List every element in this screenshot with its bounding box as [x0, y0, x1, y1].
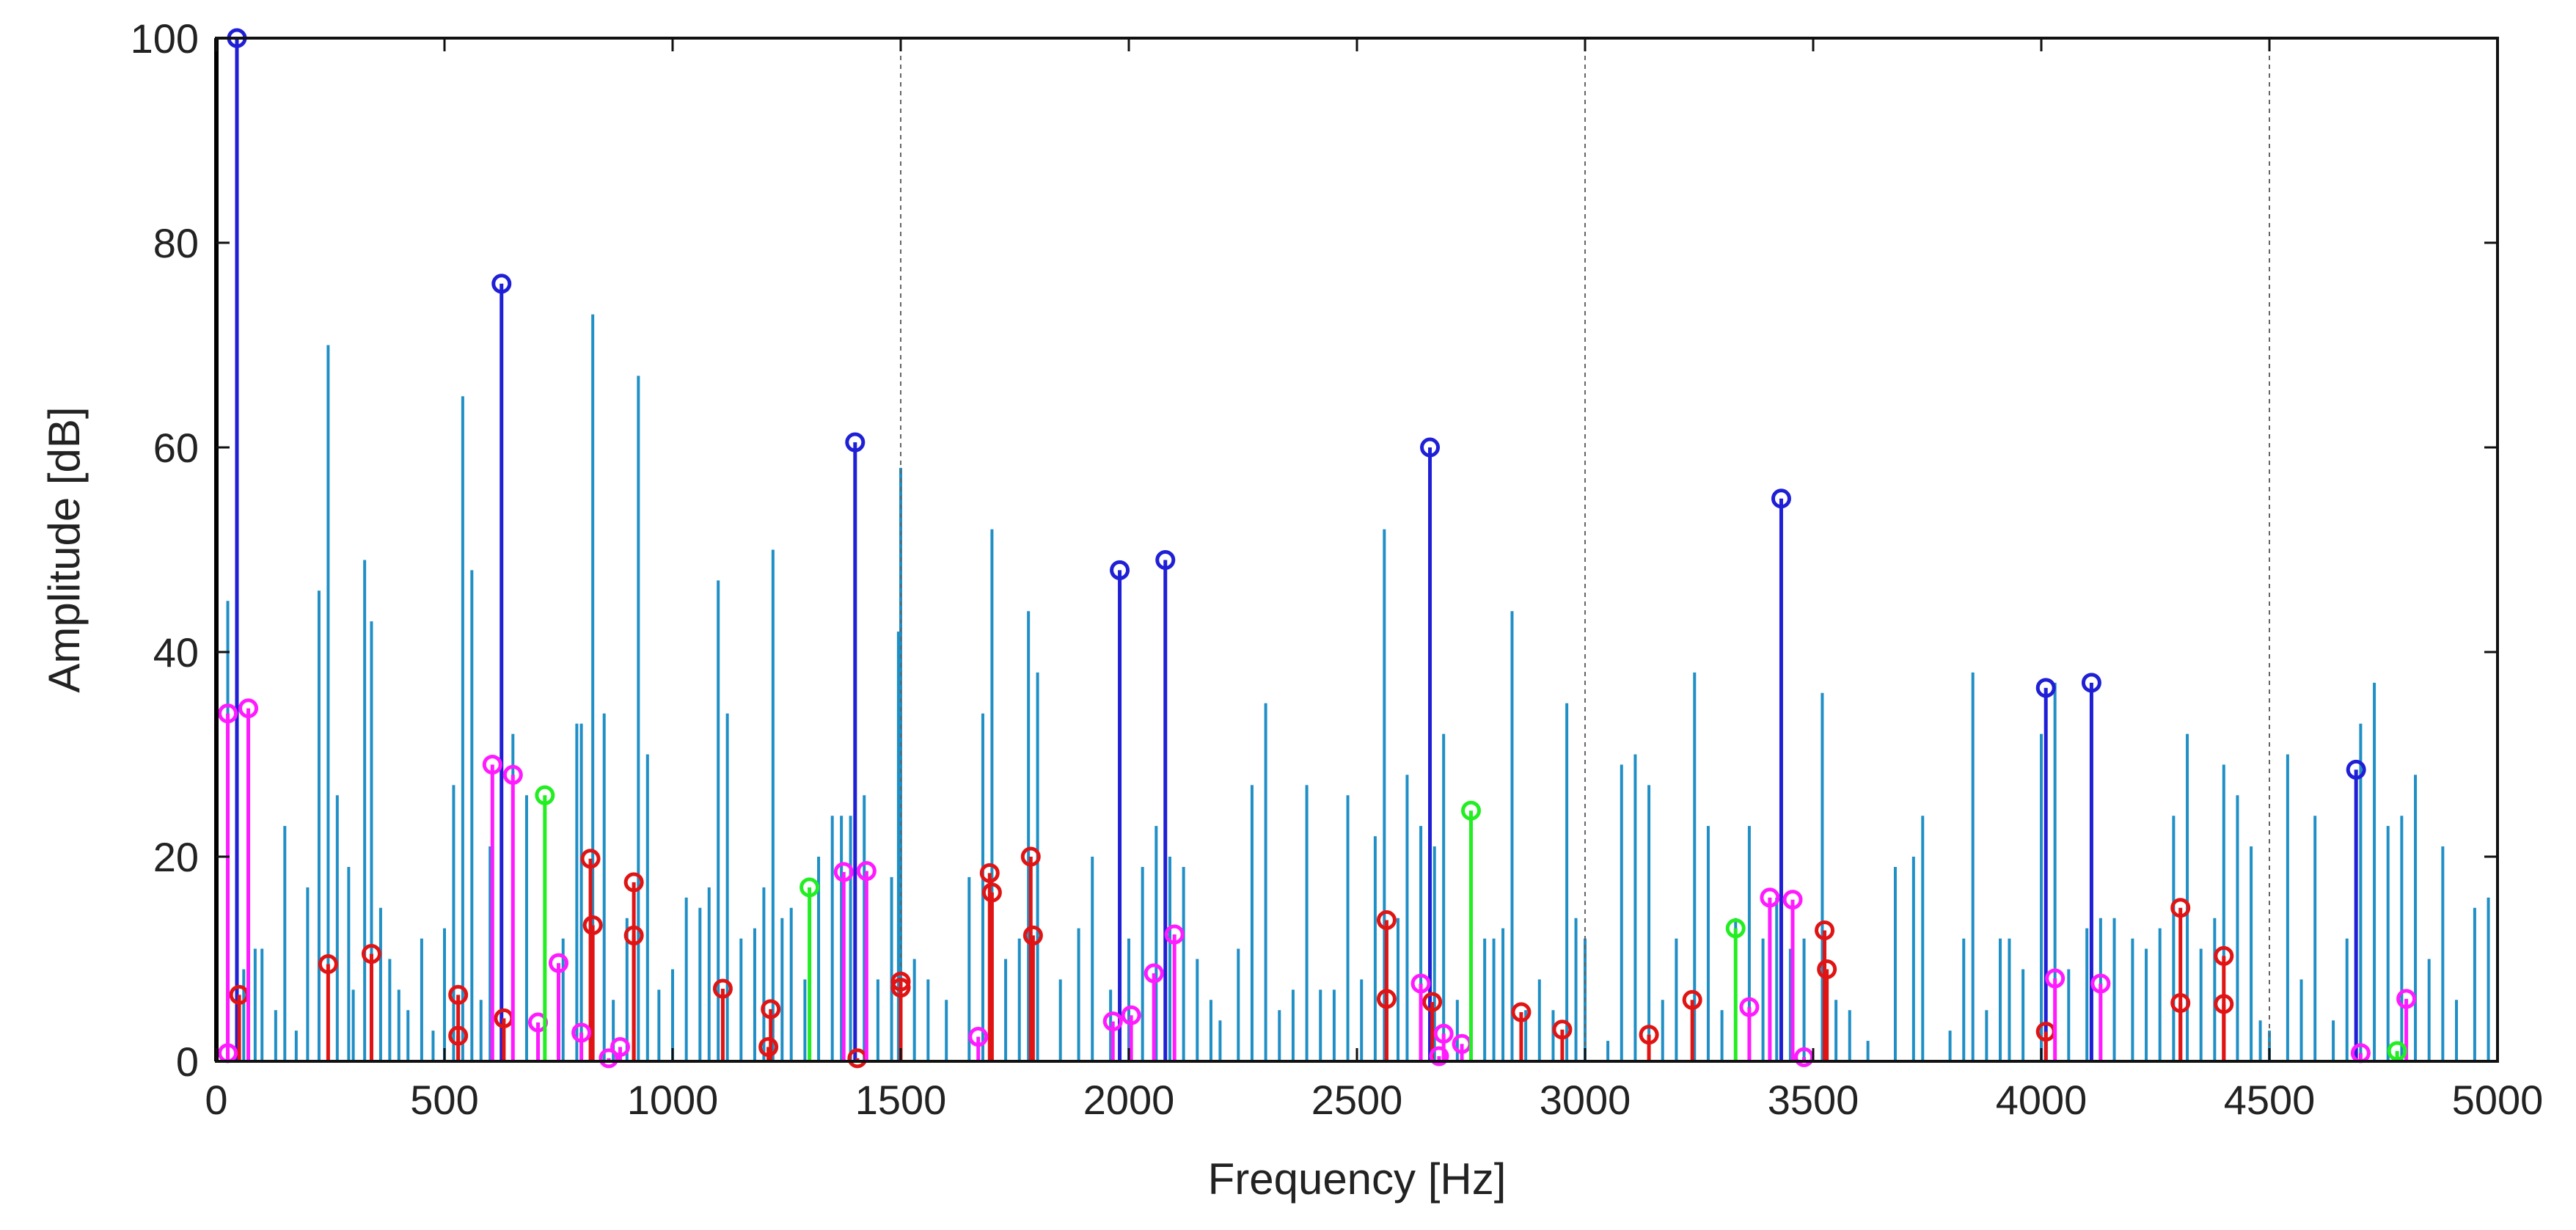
marker-magenta-3: [482, 754, 502, 775]
marker-magenta-11: [856, 861, 877, 882]
marker-magenta-9: [610, 1036, 630, 1057]
tick-labels: 0 500 1000 1500 2000 2500 3000 3500 4000 4500 5000…: [131, 15, 2544, 1123]
marker-green-3: [1725, 918, 1746, 939]
marker-magenta-1: [238, 698, 259, 719]
marker-red-24: [1552, 1019, 1573, 1040]
y-tick-label-1: 20: [153, 834, 199, 880]
marker-magenta-19: [1433, 1023, 1454, 1044]
marker-red-1: [318, 953, 338, 974]
marker-red-4: [448, 1025, 469, 1046]
marker-red-12: [758, 1036, 779, 1057]
marker-red-8: [623, 872, 644, 893]
marker-red-28: [1817, 959, 1837, 979]
marker-magenta-26: [2090, 973, 2111, 994]
marker-red-9: [623, 925, 644, 945]
marker-green-4: [2387, 1041, 2407, 1061]
marker-magenta-8: [599, 1048, 619, 1069]
plot-frame: [215, 37, 2499, 1063]
marker-blue-5: [1420, 437, 1441, 458]
marker-red-11: [761, 999, 781, 1019]
marker-magenta-16: [1164, 924, 1185, 945]
marker-magenta-15: [1144, 963, 1164, 984]
marker-magenta-12: [968, 1027, 989, 1047]
y-tick-label-4: 80: [153, 220, 199, 266]
marker-red-21: [1376, 989, 1397, 1009]
marker-red-6: [580, 849, 601, 869]
marker-red-19: [1022, 925, 1043, 945]
marker-magenta-17: [1410, 973, 1431, 994]
y-tick-label-5: 100: [131, 15, 199, 62]
x-tick-label-10: 5000: [2452, 1077, 2544, 1123]
x-tick-label-8: 4000: [1996, 1077, 2087, 1123]
marker-blue-4: [1155, 549, 1176, 570]
marker-magenta-6: [549, 953, 568, 973]
marker-red-32: [2214, 945, 2234, 966]
marker-red-2: [361, 944, 381, 964]
marker-magenta-21: [1739, 997, 1760, 1017]
marker-magenta-13: [1102, 1011, 1123, 1032]
y-tick-label-2: 40: [153, 629, 199, 676]
marker-blue-1: [491, 274, 512, 294]
marker-red-15: [890, 978, 911, 998]
marker-red-27: [1815, 920, 1835, 940]
marker-red-25: [1639, 1025, 1659, 1045]
marker-magenta-10: [833, 862, 854, 882]
marker-magenta-14: [1121, 1005, 1141, 1025]
marker-green-2: [1461, 800, 1481, 821]
x-tick-label-9: 4500: [2224, 1077, 2316, 1123]
marker-red-31: [2170, 992, 2191, 1013]
x-tick-label-6: 3000: [1540, 1077, 1631, 1123]
marker-blue-8: [2081, 673, 2101, 693]
x-tick-label-7: 3500: [1768, 1077, 1859, 1123]
x-tick-label-4: 2000: [1083, 1077, 1175, 1123]
marker-blue-6: [1771, 488, 1791, 509]
marker-red-26: [1682, 989, 1702, 1010]
marker-blue-7: [2035, 678, 2056, 698]
marker-red-22: [1422, 992, 1443, 1012]
x-tick-label-5: 2500: [1311, 1077, 1403, 1123]
marker-red-30: [2170, 898, 2191, 918]
marker-blue-2: [845, 432, 866, 453]
marker-red-20: [1376, 909, 1397, 930]
x-tick-label-0: 0: [205, 1077, 227, 1123]
marker-green-0: [535, 785, 555, 805]
marker-red-23: [1511, 1002, 1532, 1022]
x-axis-label: Frequency [Hz]: [1208, 1154, 1507, 1204]
marker-red-18: [1020, 846, 1041, 867]
x-tick-label-2: 1000: [627, 1077, 719, 1123]
marker-blue-9: [2346, 759, 2366, 780]
marker-red-10: [712, 978, 733, 999]
highlighted-stems: [218, 28, 2417, 1069]
y-axis-label: Amplitude [dB]: [40, 406, 89, 692]
reference-lines: [900, 38, 2270, 1061]
marker-red-17: [981, 882, 1002, 903]
marker-magenta-28: [2396, 989, 2417, 1009]
spectrum-lines: [226, 314, 2499, 1061]
y-tick-label-3: 60: [153, 425, 199, 471]
marker-magenta-23: [1782, 890, 1803, 910]
marker-magenta-25: [2045, 968, 2065, 989]
x-tick-label-1: 500: [410, 1077, 478, 1123]
marker-magenta-18: [1429, 1046, 1449, 1066]
marker-blue-3: [1110, 560, 1130, 580]
marker-red-7: [582, 915, 603, 935]
x-tick-label-3: 1500: [855, 1077, 947, 1123]
marker-red-33: [2214, 994, 2234, 1014]
marker-red-3: [448, 984, 469, 1005]
marker-magenta-7: [571, 1022, 592, 1043]
y-tick-label-0: 0: [176, 1039, 199, 1085]
axes: [214, 37, 2499, 1063]
marker-magenta-0: [218, 703, 238, 724]
marker-red-16: [979, 863, 1000, 883]
marker-green-1: [799, 877, 820, 898]
marker-magenta-22: [1760, 887, 1780, 908]
marker-magenta-4: [502, 764, 523, 785]
